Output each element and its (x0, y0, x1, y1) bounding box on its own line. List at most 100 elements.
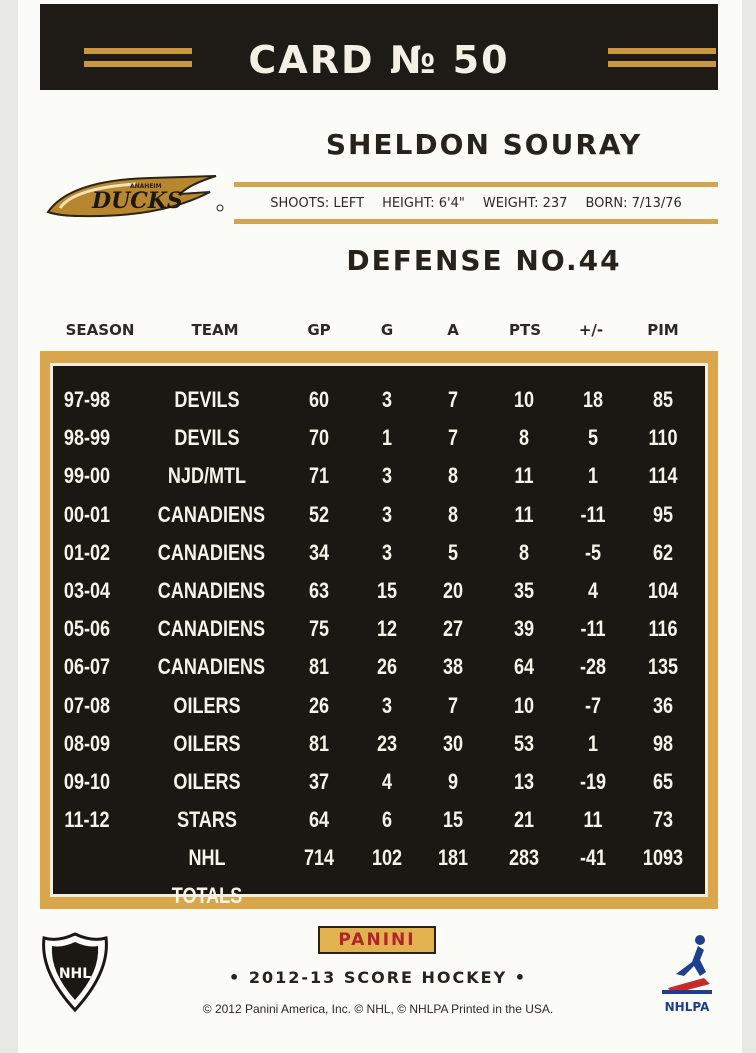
cell-a: 181 (437, 845, 469, 871)
cell-g: 3 (381, 501, 393, 527)
table-row: 00-01 CANADIENS 52 3 8 11 -11 95 (53, 496, 705, 534)
stats-table: 97-98 DEVILS 60 3 7 10 18 85 98-99 DEVILS 70 1 7 8 5 11… (40, 351, 718, 909)
copyright-text: © 2012 Panini America, Inc. © NHL, © NHL… (202, 1002, 554, 1016)
cell-pim: 104 (647, 578, 679, 603)
cell-gp: 70 (308, 425, 330, 451)
cell-a: 20 (442, 578, 464, 603)
cell-team: DEVILS (174, 387, 240, 412)
cell-pts: 11 (514, 463, 534, 489)
cell-plus-minus: 18 (582, 387, 604, 412)
cell-a: 8 (447, 501, 459, 527)
cell-season: 09-10 (63, 769, 111, 794)
cell-pim: 135 (647, 654, 679, 680)
cell-a: 15 (442, 807, 464, 833)
cell-season: 08-09 (63, 730, 111, 756)
cell-plus-minus: -19 (579, 769, 607, 794)
cell-team: NHL TOTALS (171, 845, 243, 909)
cell-pts: 10 (513, 387, 535, 412)
cell-gp: 60 (308, 387, 330, 412)
cell-season: 01-02 (63, 539, 111, 565)
cell-g: 3 (381, 692, 393, 718)
cell-plus-minus: 1 (587, 730, 599, 756)
cell-team: CANADIENS (157, 654, 266, 680)
header-stripe-right (608, 48, 716, 68)
cell-pim: 98 (652, 730, 674, 756)
cell-pts: 10 (513, 692, 535, 718)
cell-gp: 34 (308, 539, 330, 565)
cell-pts: 283 (508, 845, 540, 871)
column-header-gp: GP (307, 321, 331, 339)
cell-a: 7 (447, 387, 459, 412)
cell-gp: 71 (308, 463, 330, 489)
cell-plus-minus: -5 (584, 539, 602, 565)
cell-g: 12 (376, 616, 398, 642)
cell-pts: 21 (513, 807, 535, 833)
header-bar: CARD № 50 (40, 4, 718, 90)
table-row: 07-08 OILERS 26 3 7 10 -7 36 (53, 687, 705, 725)
cell-season: 11-12 (64, 807, 110, 833)
panini-badge: PANINI (318, 926, 436, 954)
cell-plus-minus: -41 (579, 845, 607, 871)
cell-pts: 53 (513, 730, 535, 756)
cell-gp: 75 (308, 616, 330, 642)
cell-pim: 85 (652, 387, 674, 412)
column-header-plus-minus: +/- (578, 321, 604, 339)
bio-height: HEIGHT: 6'4" (382, 195, 465, 211)
cell-plus-minus: 4 (587, 578, 599, 603)
cell-g: 23 (376, 730, 398, 756)
ducks-logo-icon: ANAHEIM DUCKS (46, 175, 224, 218)
cell-g: 4 (381, 769, 393, 794)
cell-pim: 116 (648, 616, 678, 642)
cell-pts: 8 (518, 539, 530, 565)
cell-pim: 110 (648, 425, 678, 451)
table-row: 09-10 OILERS 37 4 9 13 -19 65 (53, 763, 705, 801)
cell-gp: 81 (308, 730, 330, 756)
cell-gp: 52 (308, 501, 330, 527)
totals-row: NHL TOTALS 714 102 181 283 -41 1093 (53, 839, 705, 909)
cell-g: 1 (381, 425, 393, 451)
table-row: 98-99 DEVILS 70 1 7 8 5 110 (53, 419, 705, 457)
cell-team: OILERS (173, 692, 241, 718)
cell-season: 07-08 (63, 692, 111, 718)
cell-a: 5 (447, 539, 459, 565)
cell-g: 15 (376, 578, 398, 603)
table-row: 06-07 CANADIENS 81 26 38 64 -28 135 (53, 648, 705, 686)
table-row: 08-09 OILERS 81 23 30 53 1 98 (53, 725, 705, 763)
bio-line: SHOOTS: LEFT HEIGHT: 6'4" WEIGHT: 237 BO… (234, 182, 718, 224)
hockey-player-icon (662, 935, 712, 994)
cell-gp: 64 (308, 807, 330, 833)
cell-gp: 26 (308, 692, 330, 718)
column-header-pim: PIM (647, 321, 679, 339)
table-row: 97-98 DEVILS 60 3 7 10 18 85 (53, 381, 705, 419)
cell-plus-minus: -11 (580, 616, 606, 642)
cell-team: CANADIENS (157, 501, 266, 527)
cell-plus-minus: 11 (583, 807, 603, 833)
logo-small-text: ANAHEIM (130, 183, 162, 190)
bio-shoots: SHOOTS: LEFT (270, 195, 365, 211)
table-row: 11-12 STARS 64 6 15 21 11 73 (53, 801, 705, 839)
cell-pts: 64 (513, 654, 535, 680)
logo-text: DUCKS (91, 188, 183, 214)
nhl-logo-text: NHL (59, 966, 91, 982)
bio-born: BORN: 7/13/76 (585, 195, 682, 211)
cell-season: 98-99 (63, 425, 111, 451)
panini-text: PANINI (338, 930, 416, 950)
card-back: CARD № 50 SHELDON SOURAY ANAHEIM DUCKS S… (18, 0, 742, 1053)
cell-g: 6 (381, 807, 393, 833)
nhlpa-text: NHLPA (664, 1000, 710, 1014)
column-header-team: TEAM (191, 321, 239, 339)
cell-team: DEVILS (174, 425, 240, 451)
cell-team: NJD/MTL (167, 463, 247, 489)
column-header-a: A (447, 321, 459, 339)
header-stripe-left (84, 48, 192, 68)
cell-team: CANADIENS (157, 539, 266, 565)
cell-pts: 39 (513, 616, 535, 642)
nhlpa-logo: NHLPA (654, 932, 720, 1018)
cell-a: 38 (442, 654, 464, 680)
cell-team: OILERS (173, 730, 241, 756)
cell-gp: 37 (308, 769, 330, 794)
cell-season: 06-07 (63, 654, 111, 680)
cell-plus-minus: 5 (587, 425, 599, 451)
bio-weight: WEIGHT: 237 (482, 195, 568, 211)
cell-pts: 11 (514, 501, 534, 527)
